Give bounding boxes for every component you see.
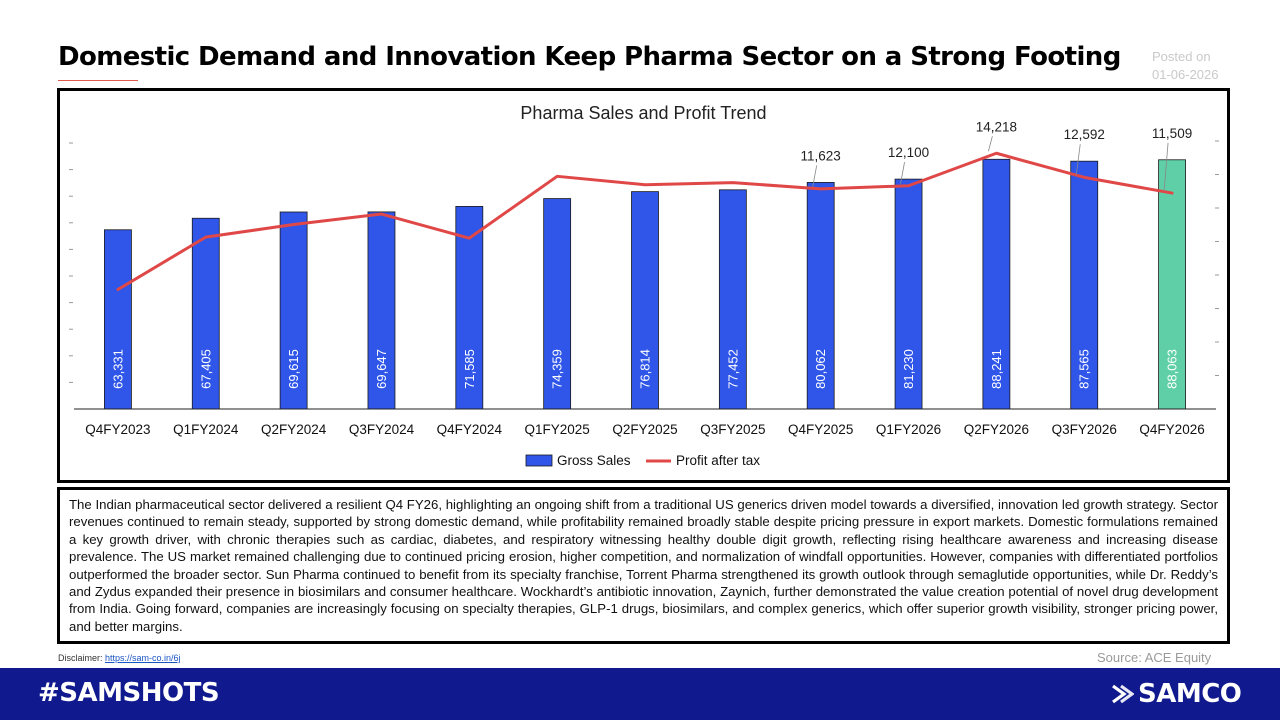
profit-leader-line xyxy=(812,165,818,187)
disclaimer-label: Disclaimer: xyxy=(58,653,103,663)
profit-data-label: 12,592 xyxy=(1064,127,1105,142)
sales-bar-label: 81,230 xyxy=(901,349,916,389)
legend-profit-label: Profit after tax xyxy=(676,453,760,468)
sales-bar-label: 63,331 xyxy=(110,349,125,389)
page-title: Domestic Demand and Innovation Keep Phar… xyxy=(58,42,1121,72)
sales-bar-label: 74,359 xyxy=(550,349,565,389)
x-tick-label: Q1FY2026 xyxy=(876,422,941,437)
x-tick-label: Q2FY2024 xyxy=(261,422,327,437)
x-tick-label: Q2FY2025 xyxy=(612,422,677,437)
sales-bar-label: 69,647 xyxy=(374,349,389,389)
profit-leader-line xyxy=(1163,142,1169,192)
profit-data-label: 11,509 xyxy=(1152,126,1192,141)
sales-bar-label: 71,585 xyxy=(462,349,477,389)
sales-profit-chart: 63,331 67,405 69,615 69,647 71,585 74,359 76,8… xyxy=(69,119,1219,468)
posted-label: Posted on xyxy=(1152,49,1211,64)
sales-bar xyxy=(1158,159,1186,410)
sales-bar xyxy=(191,217,220,410)
x-tick-label: Q4FY2024 xyxy=(437,422,503,437)
sales-bar-label: 67,405 xyxy=(198,349,213,389)
sales-bar-label: 77,452 xyxy=(725,349,740,389)
sales-bar xyxy=(1070,160,1099,410)
sales-bar xyxy=(718,189,747,410)
profit-leader-line xyxy=(987,136,993,152)
x-tick-label: Q3FY2024 xyxy=(349,422,415,437)
sales-bar xyxy=(279,211,308,410)
x-tick-label: Q1FY2025 xyxy=(525,422,590,437)
x-tick-label: Q4FY2025 xyxy=(788,422,853,437)
legend-sales-label: Gross Sales xyxy=(557,453,631,468)
commentary-box: The Indian pharmaceutical sector deliver… xyxy=(57,487,1230,644)
x-tick-label: Q1FY2024 xyxy=(173,422,239,437)
sales-bar-label: 76,814 xyxy=(638,349,653,389)
footer-bar: #SAMSHOTS SAMCO xyxy=(0,668,1280,720)
chart-container: Pharma Sales and Profit Trend 63,331 67,4… xyxy=(57,88,1230,483)
x-tick-label: Q2FY2026 xyxy=(964,422,1029,437)
commentary-text: The Indian pharmaceutical sector deliver… xyxy=(69,497,1218,634)
posted-date: Posted on 01-06-2026 xyxy=(1152,48,1219,84)
sales-bar-label: 80,062 xyxy=(813,349,828,389)
sales-bar xyxy=(894,178,923,410)
hashtag-label: #SAMSHOTS xyxy=(38,678,220,708)
sales-bar xyxy=(455,206,484,410)
disclaimer-link[interactable]: https://sam-co.in/6j xyxy=(105,653,181,663)
source-note: Source: ACE Equity xyxy=(1097,650,1212,665)
sales-bar-label: 87,565 xyxy=(1077,349,1092,389)
x-tick-label: Q3FY2026 xyxy=(1052,422,1117,437)
posted-date-value: 01-06-2026 xyxy=(1152,67,1219,82)
brand-name: SAMCO xyxy=(1138,679,1242,709)
disclaimer: Disclaimer: https://sam-co.in/6j xyxy=(58,653,181,663)
profit-leader-line xyxy=(900,162,905,184)
sales-bar xyxy=(806,182,835,410)
profit-data-label: 12,100 xyxy=(888,145,929,160)
sales-bar xyxy=(543,198,572,410)
profit-leader-line xyxy=(1075,144,1081,176)
profit-data-label: 14,218 xyxy=(976,119,1017,134)
sales-bar xyxy=(104,229,132,410)
x-tick-label: Q3FY2025 xyxy=(700,422,765,437)
profit-data-label: 11,623 xyxy=(801,148,841,163)
title-underline xyxy=(58,80,138,81)
brand-logo[interactable]: SAMCO xyxy=(1110,678,1242,710)
x-tick-label: Q4FY2023 xyxy=(85,422,150,437)
sales-bar-label: 69,615 xyxy=(286,349,301,389)
chart-title: Pharma Sales and Profit Trend xyxy=(520,103,767,123)
sales-bar xyxy=(367,211,396,410)
sales-bar-label: 88,063 xyxy=(1165,349,1180,389)
legend-sales-swatch xyxy=(525,454,553,467)
sales-bar xyxy=(982,158,1011,410)
samco-logo-icon xyxy=(1112,684,1134,704)
profit-line xyxy=(116,151,1174,292)
sales-bar-label: 88,241 xyxy=(989,349,1004,389)
x-tick-label: Q4FY2026 xyxy=(1139,422,1204,437)
sales-bar xyxy=(631,191,659,410)
